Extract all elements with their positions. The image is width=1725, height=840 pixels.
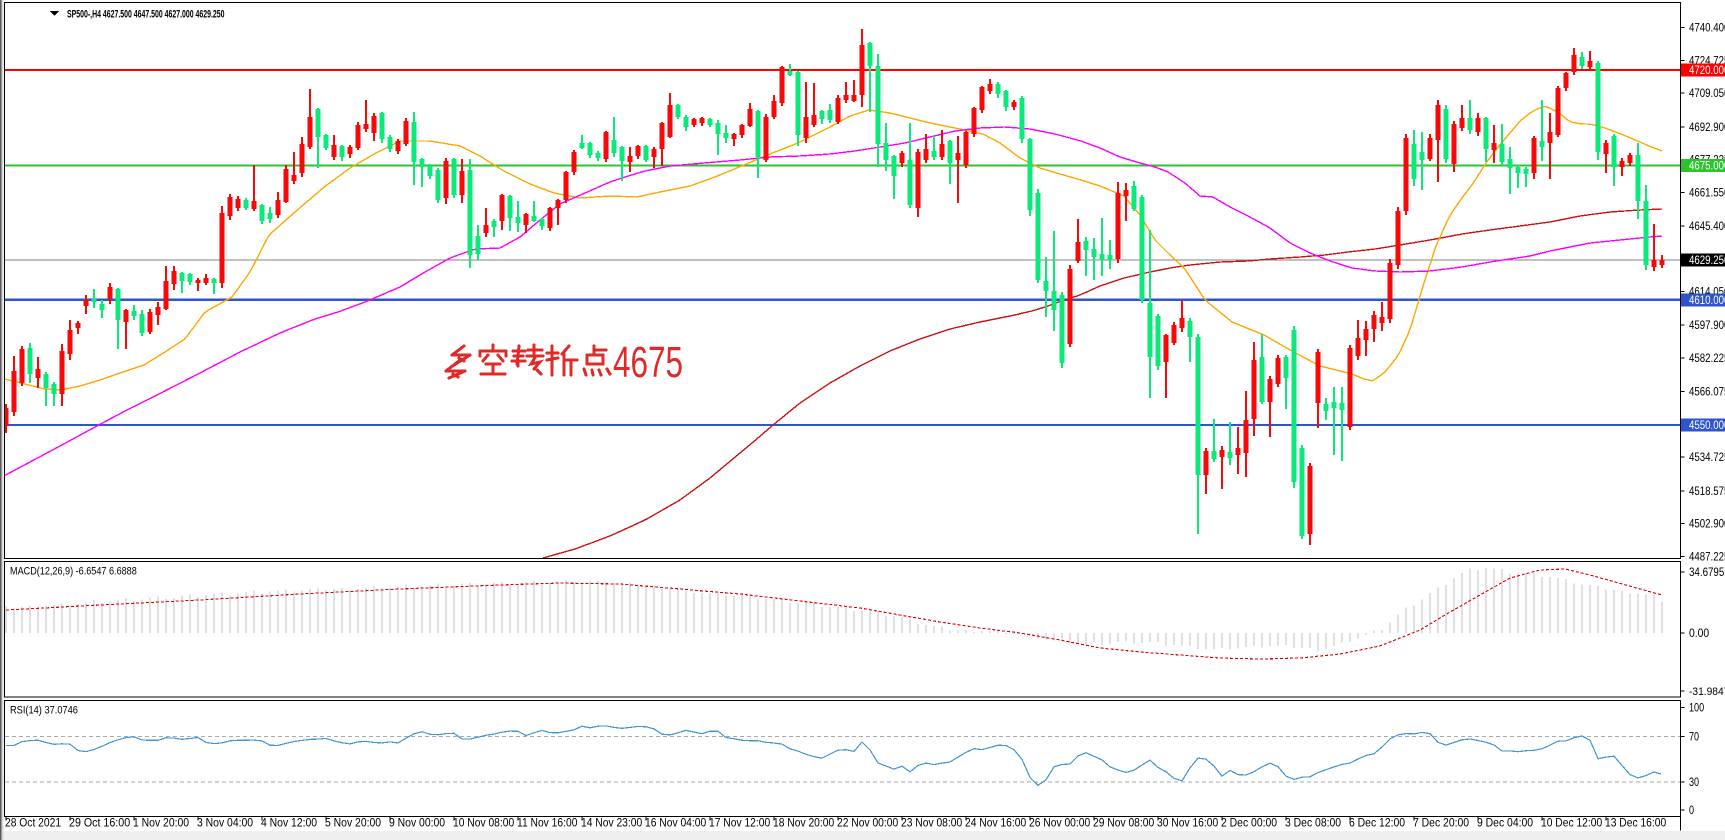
- svg-text:18 Nov 20:00: 18 Nov 20:00: [773, 817, 834, 830]
- svg-text:100: 100: [1689, 703, 1704, 715]
- svg-text:4550.000: 4550.000: [1689, 419, 1725, 432]
- svg-text:24 Nov 16:00: 24 Nov 16:00: [965, 817, 1026, 830]
- svg-text:4661.550: 4661.550: [1689, 187, 1725, 200]
- svg-text:22 Nov 00:00: 22 Nov 00:00: [837, 817, 898, 830]
- svg-text:3 Nov 04:00: 3 Nov 04:00: [197, 817, 253, 830]
- svg-text:4534.725: 4534.725: [1689, 451, 1725, 464]
- svg-text:10 Dec 12:00: 10 Dec 12:00: [1541, 817, 1602, 830]
- svg-text:4518.575: 4518.575: [1689, 485, 1725, 498]
- svg-text:28 Oct 2021: 28 Oct 2021: [5, 817, 61, 830]
- svg-text:4566.075: 4566.075: [1689, 386, 1725, 399]
- svg-text:4692.900: 4692.900: [1689, 121, 1725, 134]
- svg-text:70: 70: [1689, 732, 1699, 744]
- svg-text:4675: 4675: [613, 338, 683, 387]
- svg-text:SP500-,H4 4627.500 4647.500 4: SP500-,H4 4627.500 4647.500 4627.000 462…: [67, 8, 224, 20]
- svg-text:17 Nov 12:00: 17 Nov 12:00: [709, 817, 770, 830]
- svg-text:5 Nov 20:00: 5 Nov 20:00: [325, 817, 381, 830]
- svg-text:4610.000: 4610.000: [1689, 294, 1725, 307]
- svg-text:4740.400: 4740.400: [1689, 22, 1725, 35]
- svg-text:MACD(12,26,9) -6.6547 6.6888: MACD(12,26,9) -6.6547 6.6888: [10, 566, 137, 578]
- svg-text:0: 0: [1689, 805, 1694, 817]
- svg-text:4582.225: 4582.225: [1689, 352, 1725, 365]
- svg-text:23 Nov 08:00: 23 Nov 08:00: [901, 817, 962, 830]
- svg-text:10 Nov 08:00: 10 Nov 08:00: [453, 817, 514, 830]
- svg-text:4597.900: 4597.900: [1689, 319, 1725, 332]
- svg-text:6 Dec 12:00: 6 Dec 12:00: [1349, 817, 1405, 830]
- svg-text:2 Dec 00:00: 2 Dec 00:00: [1221, 817, 1277, 830]
- svg-text:0.00: 0.00: [1689, 628, 1709, 641]
- svg-text:4709.050: 4709.050: [1689, 87, 1725, 100]
- svg-text:4629.250: 4629.250: [1689, 254, 1725, 267]
- svg-text:4645.400: 4645.400: [1689, 220, 1725, 233]
- svg-text:13 Dec 16:00: 13 Dec 16:00: [1605, 817, 1666, 830]
- svg-text:16 Nov 04:00: 16 Nov 04:00: [645, 817, 706, 830]
- svg-text:30 Nov 16:00: 30 Nov 16:00: [1157, 817, 1218, 830]
- svg-text:4 Nov 12:00: 4 Nov 12:00: [261, 817, 317, 830]
- svg-text:11 Nov 16:00: 11 Nov 16:00: [517, 817, 577, 830]
- svg-text:4675.000: 4675.000: [1689, 160, 1725, 173]
- svg-text:-31.9847: -31.9847: [1689, 685, 1725, 698]
- svg-text:34.6795: 34.6795: [1689, 566, 1724, 579]
- svg-text:30: 30: [1689, 777, 1699, 789]
- svg-text:26 Nov 00:00: 26 Nov 00:00: [1029, 817, 1090, 830]
- svg-text:RSI(14) 37.0746: RSI(14) 37.0746: [10, 705, 78, 717]
- svg-text:4487.225: 4487.225: [1689, 551, 1725, 564]
- svg-text:29 Oct 16:00: 29 Oct 16:00: [69, 817, 130, 829]
- svg-text:4720.000: 4720.000: [1689, 64, 1725, 77]
- svg-text:3 Dec 08:00: 3 Dec 08:00: [1285, 817, 1341, 830]
- svg-text:29 Nov 08:00: 29 Nov 08:00: [1093, 817, 1154, 830]
- svg-text:7 Dec 20:00: 7 Dec 20:00: [1413, 817, 1469, 830]
- svg-text:9 Nov 00:00: 9 Nov 00:00: [389, 817, 445, 830]
- svg-text:9 Dec 04:00: 9 Dec 04:00: [1477, 817, 1533, 830]
- svg-text:1 Nov 20:00: 1 Nov 20:00: [133, 817, 189, 830]
- svg-text:14 Nov 23:00: 14 Nov 23:00: [581, 817, 642, 830]
- svg-text:4502.900: 4502.900: [1689, 518, 1725, 531]
